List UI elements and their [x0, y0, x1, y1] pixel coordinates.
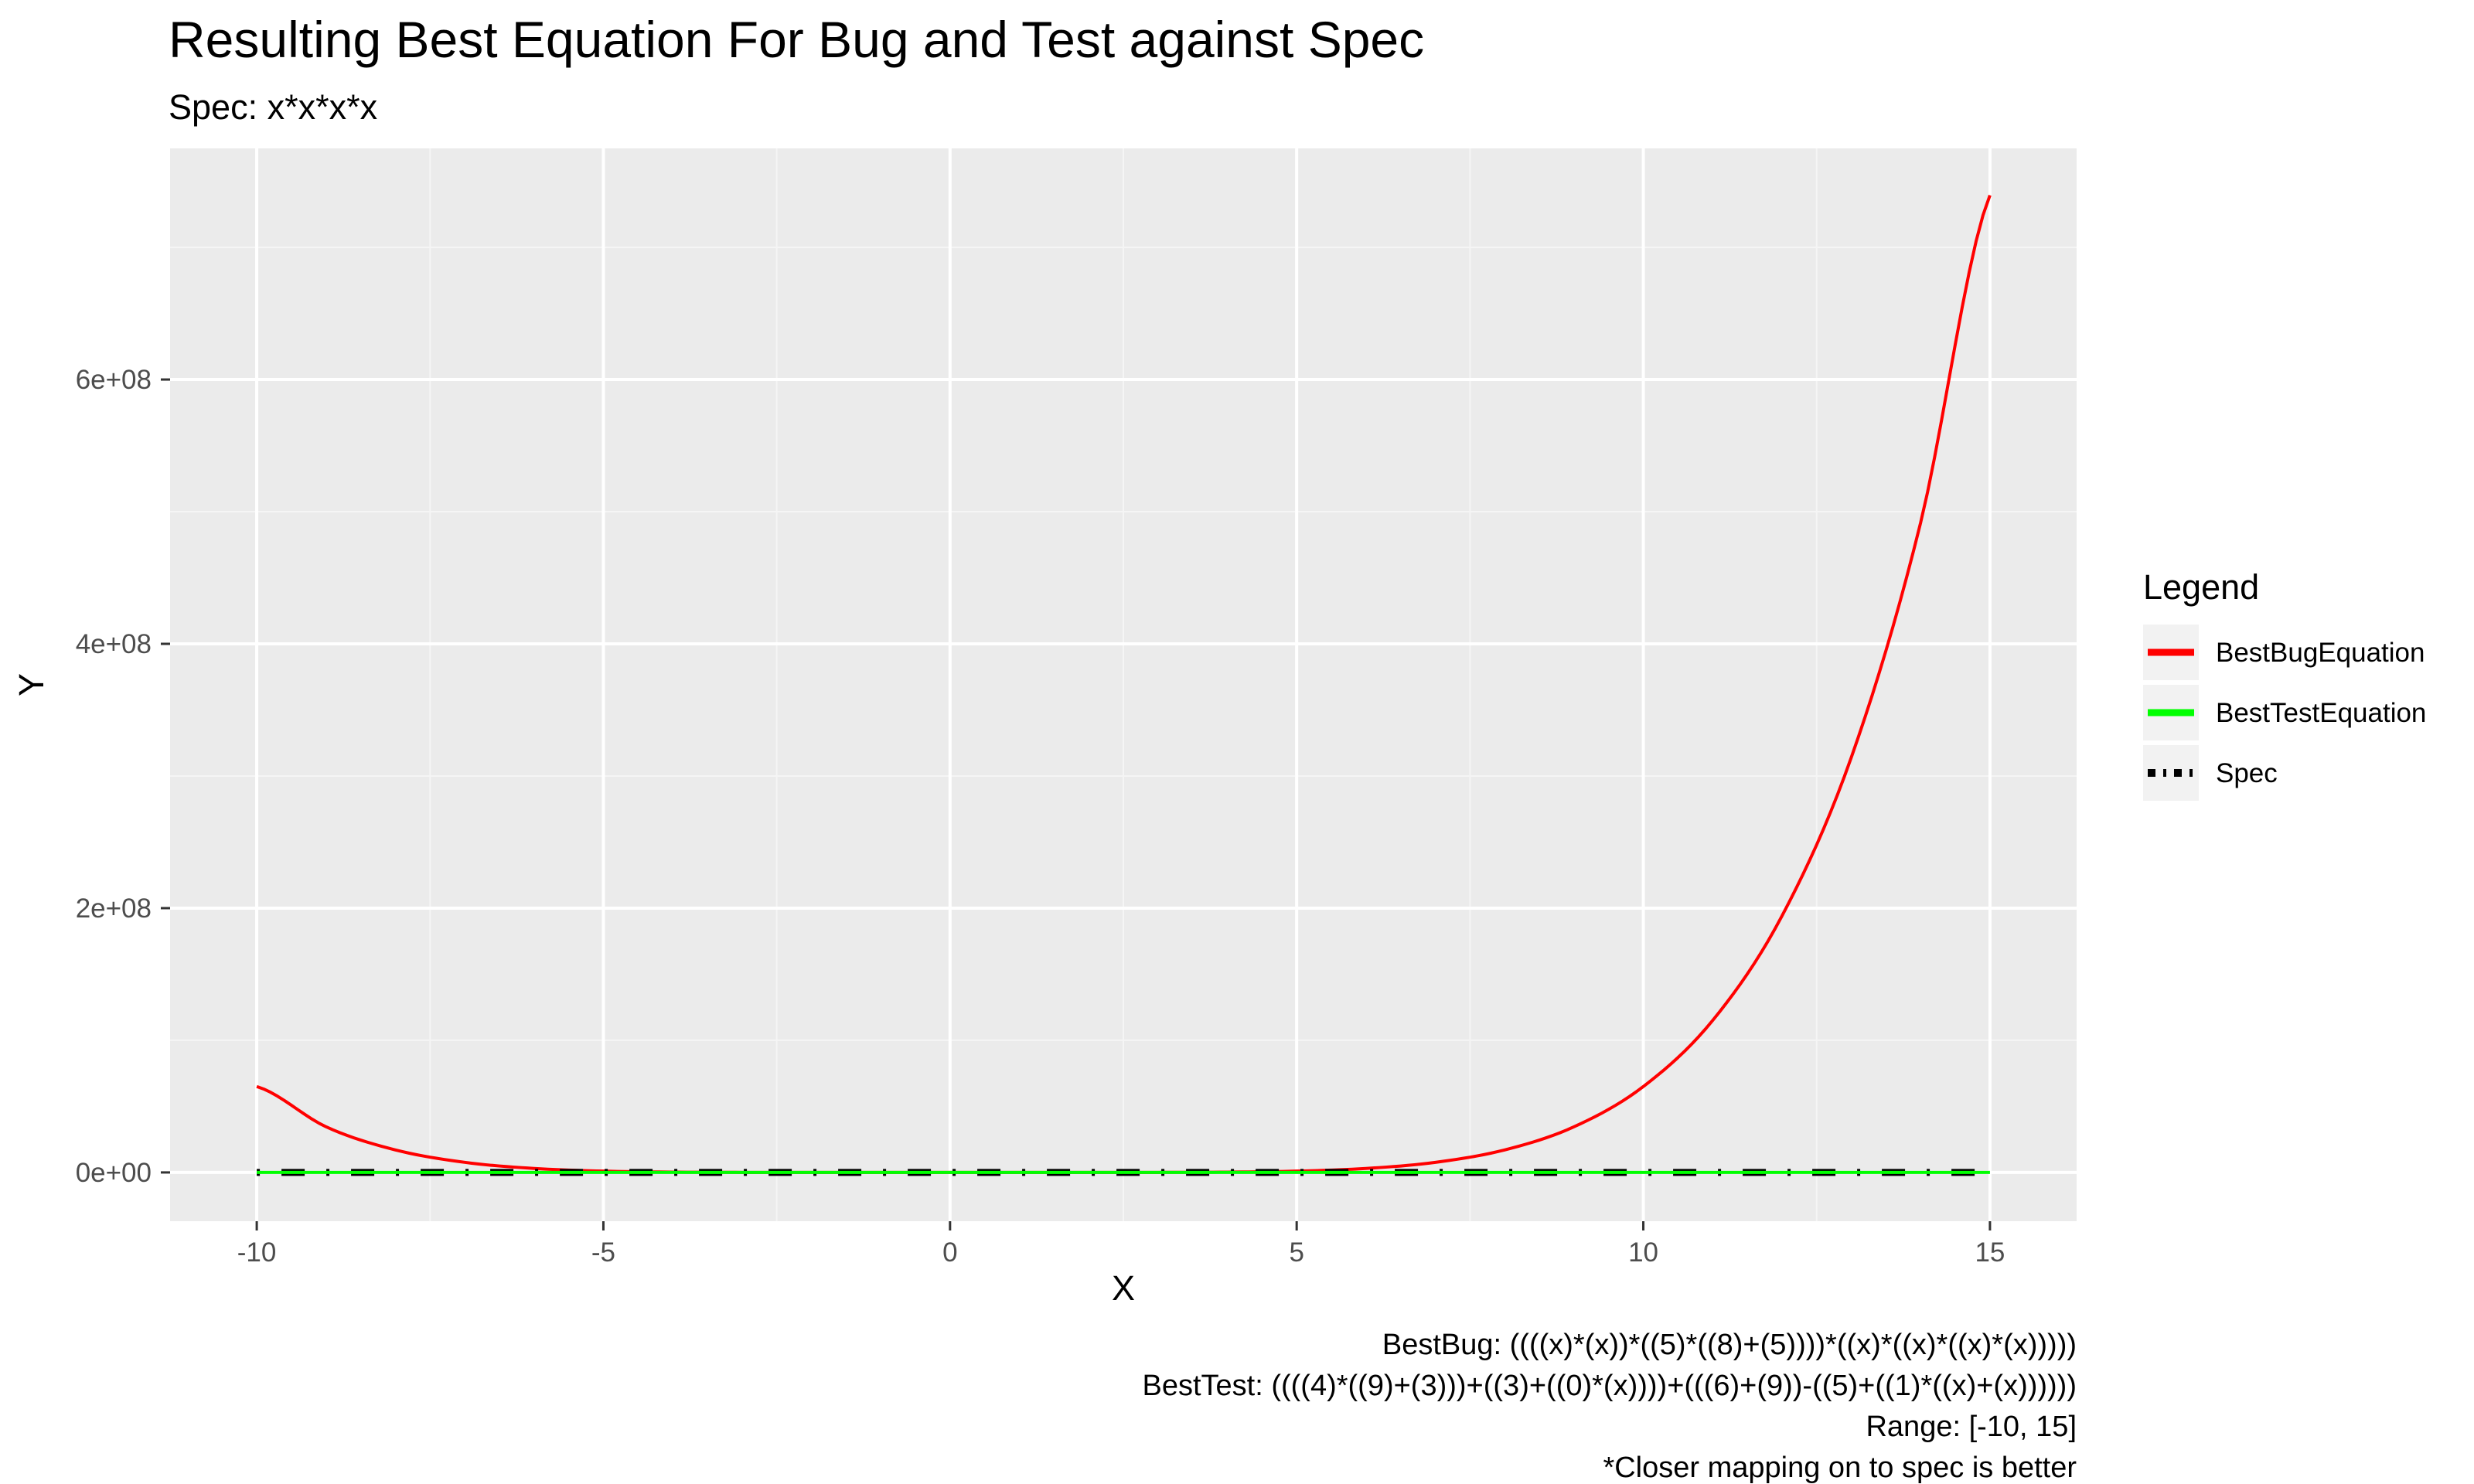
caption-line: BestTest: ((((4)*((9)+(3)))+((3)+((0)*(x… [1142, 1370, 2077, 1402]
caption-line: *Closer mapping on to spec is better [1603, 1452, 2077, 1484]
plot-panel [170, 148, 2077, 1221]
caption: BestBug: ((((x)*(x))*((5)*((8)+(5))))*((… [1142, 1329, 2077, 1484]
x-tick-label: 10 [1628, 1237, 1658, 1268]
grid-minor [170, 148, 2077, 1221]
y-tick-label: 2e+08 [76, 893, 152, 924]
chart-title: Resulting Best Equation For Bug and Test… [169, 11, 1424, 68]
caption-line: Range: [-10, 15] [1866, 1411, 2077, 1443]
x-tick-label: 15 [1975, 1237, 2005, 1268]
x-tick-label: 0 [942, 1237, 957, 1268]
y-axis: 0e+00 2e+08 4e+08 6e+08 [76, 365, 170, 1188]
chart-subtitle: Spec: x*x*x*x [169, 87, 378, 127]
y-tick-label: 0e+00 [76, 1158, 152, 1188]
x-tick-label: -5 [591, 1237, 615, 1268]
legend: Legend BestBugEquation BestTestEquation Sp… [2143, 567, 2426, 801]
legend-entries: BestBugEquation BestTestEquation Spec [2143, 625, 2426, 801]
x-tick-label: -10 [237, 1237, 277, 1268]
y-tick-label: 6e+08 [76, 365, 152, 395]
caption-line: BestBug: ((((x)*(x))*((5)*((8)+(5))))*((… [1382, 1329, 2077, 1361]
legend-label: BestBugEquation [2216, 638, 2425, 668]
series-layer [256, 194, 1992, 1176]
x-axis-title: X [1112, 1268, 1135, 1308]
legend-label: Spec [2216, 758, 2278, 788]
y-axis-title: Y [12, 673, 51, 696]
x-tick-label: 5 [1289, 1237, 1303, 1268]
legend-label: BestTestEquation [2216, 698, 2426, 728]
y-tick-label: 4e+08 [76, 629, 152, 659]
legend-title: Legend [2143, 567, 2259, 607]
x-axis: -10 -5 0 5 10 15 [237, 1221, 2005, 1268]
